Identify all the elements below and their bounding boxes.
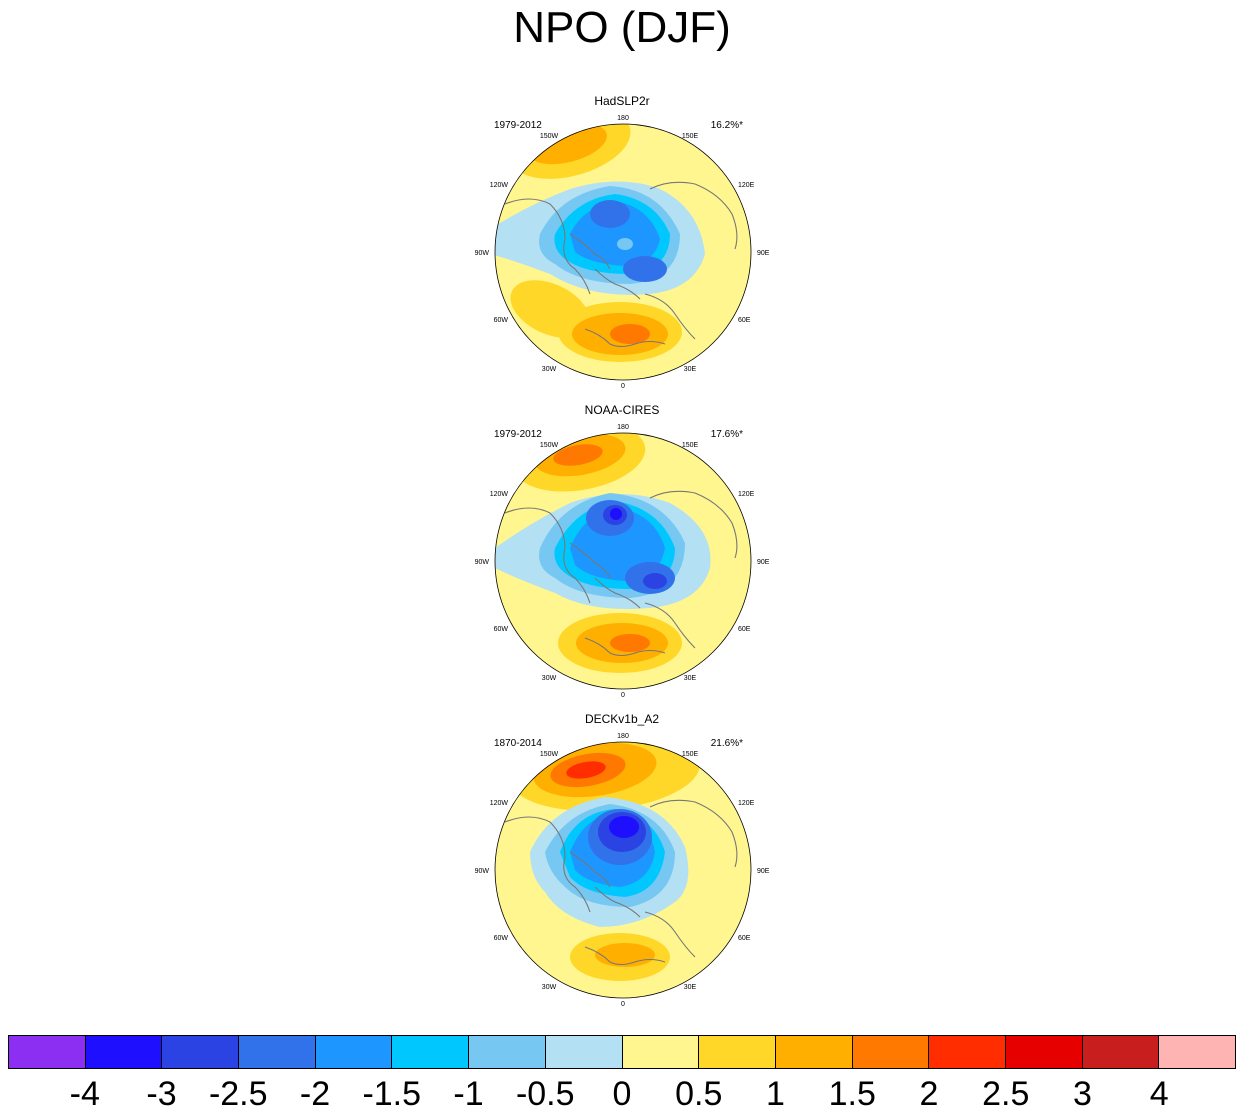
colorbar-box	[315, 1036, 393, 1068]
panel-title: DECKv1b_A2	[584, 712, 660, 726]
lon-label: 120E	[738, 182, 755, 189]
panel-variance: 16.2%*	[710, 120, 743, 131]
lon-label: 150E	[682, 751, 699, 758]
colorbar-label: 1.5	[828, 1075, 876, 1113]
colorbar-label: -1.5	[362, 1075, 422, 1113]
lon-label: 120W	[490, 491, 509, 498]
colorbar-box	[1082, 1036, 1160, 1068]
lon-label: 60E	[738, 935, 751, 942]
lon-label: 30E	[684, 675, 697, 682]
polar-map: 180 150E 120E 90E 60E 30E 0 30W 60W 90W …	[475, 115, 770, 390]
figure-title: NPO (DJF)	[513, 3, 731, 52]
panel-title: NOAA-CIRES	[584, 403, 660, 417]
colorbar-label: -0.5	[515, 1075, 575, 1113]
lon-label: 120W	[490, 182, 509, 189]
colorbar-label: 1	[766, 1075, 785, 1113]
colorbar-box	[699, 1036, 776, 1068]
lon-label: 90E	[757, 250, 770, 257]
lon-label: 90W	[475, 868, 490, 875]
lon-label: 60E	[738, 626, 751, 633]
lon-label: 30W	[542, 675, 557, 682]
colorbar-box	[1005, 1036, 1083, 1068]
map-panel-deckv1b-a2: DECKv1b_A2 1870-2014 21.6%*	[470, 712, 774, 1012]
lon-label: 120W	[490, 800, 509, 807]
map-panel-noaa-cires: NOAA-CIRES 1979-2012 17.6%*	[470, 403, 774, 703]
lon-label: 60W	[494, 935, 509, 942]
coastlines	[504, 799, 738, 966]
anomaly-field	[510, 742, 700, 981]
colorbar-label: -1	[453, 1075, 484, 1113]
lon-label: 180	[617, 733, 629, 740]
lon-label: 30E	[684, 984, 697, 991]
lon-label: 150E	[682, 133, 699, 140]
lon-label: 120E	[738, 491, 755, 498]
colorbar-box	[239, 1036, 316, 1068]
colorbar-label: -2.5	[208, 1075, 268, 1113]
polar-map: 180 150E 120E 90E 60E 30E 0 30W 60W 90W …	[475, 733, 770, 1008]
colorbar-label: 0.5	[675, 1075, 723, 1113]
lon-label: 90W	[475, 559, 490, 566]
lon-label: 120E	[738, 800, 755, 807]
lon-label: 90E	[757, 868, 770, 875]
colorbar-label: -4	[69, 1075, 100, 1113]
lon-label: 60W	[494, 317, 509, 324]
panel-title: HadSLP2r	[594, 94, 650, 108]
colorbar-labels: -4 -3 -2.5 -2 -1.5 -1 -0.5 0 0.5 1 1.5 2 2.5 3 4	[0, 1074, 1244, 1114]
lon-label: 150W	[540, 442, 559, 449]
colorbar-label: -2	[299, 1075, 331, 1113]
colorbar-box	[85, 1036, 163, 1068]
anomaly-field	[495, 433, 711, 673]
anomaly-field	[495, 124, 705, 362]
lon-label: 30W	[542, 366, 557, 373]
colorbar-box	[1159, 1036, 1235, 1068]
colorbar-box	[622, 1036, 700, 1068]
lon-label: 0	[621, 1001, 625, 1008]
polar-map: 180 150E 120E 90E 60E 30E 0 30W 60W 90W …	[475, 424, 770, 699]
coastlines	[504, 181, 738, 348]
colorbar-box	[545, 1036, 623, 1068]
lon-label: 60W	[494, 626, 509, 633]
lon-label: 0	[621, 383, 625, 390]
lon-label: 150W	[540, 133, 559, 140]
lon-label: 90E	[757, 559, 770, 566]
panel-period: 1979-2012	[494, 429, 542, 440]
colorbar-box	[775, 1036, 853, 1068]
lon-label: 150E	[682, 442, 699, 449]
lon-label: 60E	[738, 317, 751, 324]
colorbar-label: 3	[1073, 1075, 1092, 1113]
panel-period: 1870-2014	[494, 738, 542, 749]
colorbar-box	[852, 1036, 930, 1068]
panel-period: 1979-2012	[494, 120, 542, 131]
colorbar-box	[469, 1036, 546, 1068]
colorbar-label: -3	[146, 1075, 177, 1113]
lon-label: 150W	[540, 751, 559, 758]
lon-label: 180	[617, 115, 629, 122]
lon-label: 90W	[475, 250, 490, 257]
colorbar-box	[392, 1036, 470, 1068]
colorbar-box	[162, 1036, 240, 1068]
colorbar-label: 0	[612, 1075, 632, 1113]
coastlines	[504, 490, 738, 657]
lon-label: 0	[621, 692, 625, 699]
colorbar-label: 2	[919, 1075, 939, 1113]
lon-label: 30W	[542, 984, 557, 991]
lon-label: 180	[617, 424, 629, 431]
panel-variance: 17.6%*	[710, 429, 743, 440]
colorbar-box	[929, 1036, 1006, 1068]
colorbar	[8, 1035, 1236, 1069]
map-panel-hadslp2r: HadSLP2r 1979-2012 16.2%*	[470, 94, 774, 394]
colorbar-box	[9, 1036, 86, 1068]
colorbar-label: 4	[1149, 1075, 1169, 1113]
panel-variance: 21.6%*	[710, 738, 743, 749]
lon-label: 30E	[684, 366, 697, 373]
colorbar-label: 2.5	[982, 1075, 1030, 1113]
